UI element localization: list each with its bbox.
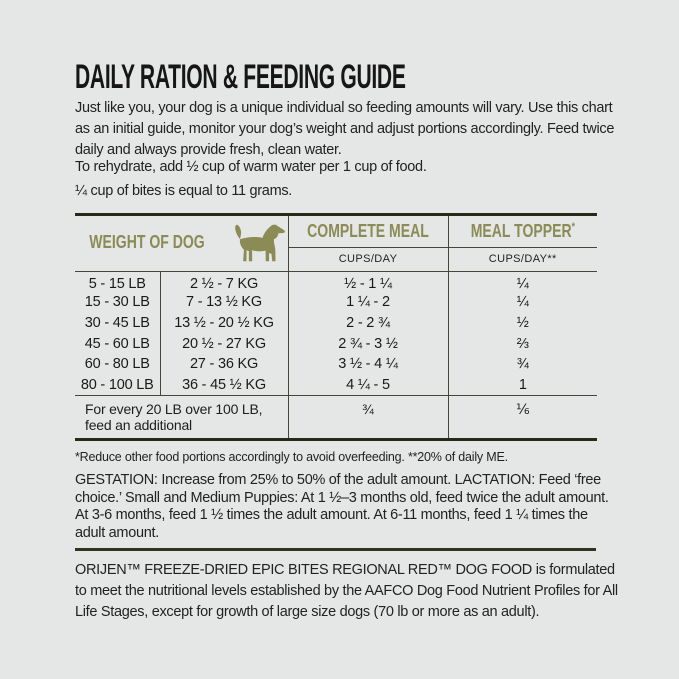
intro-text: Just like you, your dog is a unique indi…: [75, 100, 615, 158]
extra-topper-cell: ⅙: [447, 394, 597, 440]
meal-cell: 1 ¼ - 2: [287, 292, 448, 313]
weight-kg-cell: 36 - 45 ½ KG: [159, 374, 288, 396]
table-footnote: *Reduce other food portions accordingly …: [75, 450, 508, 464]
extra-allowance-row: For every 20 LB over 100 LB, feed an add…: [75, 394, 597, 440]
weight-lb-cell: 60 - 80 LB: [84, 356, 150, 373]
rehydrate-note: To rehydrate, add ½ cup of warm water pe…: [75, 159, 427, 175]
weight-lb-cell: 80 - 100 LB: [80, 376, 154, 393]
meal-topper-header: MEAL TOPPER*: [447, 214, 597, 248]
table-row: 15 - 30 LB 7 - 13 ½ KG 1 ¼ - 2 ¼: [75, 292, 597, 313]
weight-kg-cell: 13 ½ - 20 ½ KG: [159, 312, 288, 334]
table-row: 45 - 60 LB 20 ½ - 27 KG 2 ¾ - 3 ½ ⅔: [75, 333, 597, 354]
table-row: 5 - 15 LB 2 ½ - 7 KG ½ - 1 ¼ ¼: [75, 271, 597, 293]
weight-kg-cell: 27 - 36 KG: [159, 353, 288, 375]
weight-lb-cell: 15 - 30 LB: [84, 294, 150, 311]
table-row: 30 - 45 LB 13 ½ - 20 ½ KG 2 - 2 ¾ ½: [75, 312, 597, 334]
topper-subheader: CUPS/DAY**: [447, 247, 597, 273]
feeding-table: WEIGHT OF DOG COMPLETE MEAL MEAL TOPPER*…: [75, 213, 597, 441]
weight-kg-cell: 20 ½ - 27 KG: [159, 333, 288, 354]
topper-cell: ¼: [447, 271, 597, 293]
weight-of-dog-label: WEIGHT OF DOG: [89, 232, 205, 252]
meal-cell: 2 ¾ - 3 ½: [287, 333, 448, 354]
meal-cell: 4 ¼ - 5: [287, 374, 448, 396]
topper-asterisk: *: [571, 220, 575, 233]
dog-silhouette-icon: [235, 224, 286, 262]
topper-cell: ¼: [447, 292, 597, 313]
meal-cell: 2 - 2 ¾: [287, 312, 448, 334]
topper-cell: ⅔: [447, 333, 597, 354]
meal-cell: 3 ½ - 4 ¼: [287, 353, 448, 375]
weight-lb-cell: 45 - 60 LB: [84, 335, 150, 352]
gestation-lactation-note: GESTATION: Increase from 25% to 50% of t…: [75, 472, 609, 541]
aafco-statement: ORIJEN™ FREEZE-DRIED EPIC BITES REGIONAL…: [75, 562, 618, 620]
weight-of-dog-header: WEIGHT OF DOG: [75, 214, 288, 272]
complete-meal-header: COMPLETE MEAL: [287, 214, 448, 248]
topper-cell: 1: [447, 374, 597, 396]
extra-row-label: For every 20 LB over 100 LB, feed an add…: [75, 394, 288, 440]
topper-cell: ¾: [447, 353, 597, 375]
meal-subheader: CUPS/DAY: [287, 247, 448, 273]
weight-lb-cell: 5 - 15 LB: [88, 276, 146, 293]
weight-lb-cell: 30 - 45 LB: [84, 314, 150, 331]
topper-cell: ½: [447, 312, 597, 334]
table-row: 80 - 100 LB 36 - 45 ½ KG 4 ¼ - 5 1: [75, 374, 597, 396]
weight-kg-cell: 2 ½ - 7 KG: [159, 271, 288, 293]
bites-equivalence-note: ¼ cup of bites is equal to 11 grams.: [75, 183, 293, 199]
weight-kg-cell: 7 - 13 ½ KG: [159, 292, 288, 313]
table-row: 60 - 80 LB 27 - 36 KG 3 ½ - 4 ¼ ¾: [75, 353, 597, 375]
divider-rule: [75, 548, 596, 551]
page-title: DAILY RATION & FEEDING GUIDE: [75, 58, 406, 96]
extra-meal-cell: ¾: [287, 394, 448, 440]
meal-cell: ½ - 1 ¼: [287, 271, 448, 293]
